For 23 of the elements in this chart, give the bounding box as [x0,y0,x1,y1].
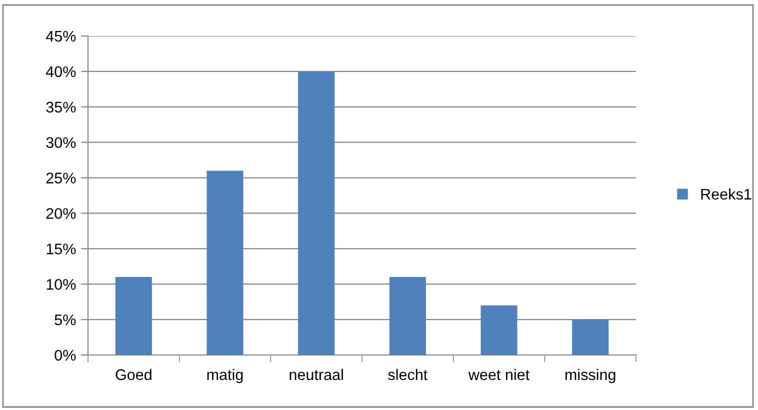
y-tick-label: 35% [46,102,76,113]
y-tick-label: 30% [46,137,76,148]
x-tick-label: neutraal [290,368,343,380]
x-tick-label: slecht [388,368,428,380]
bar [298,71,335,355]
bar [206,170,244,355]
x-tick-label: Goed [116,368,152,380]
y-tick-label: 45% [46,30,76,42]
bar [572,320,609,355]
y-tick-label: 20% [46,208,76,219]
y-tick-label: 40% [46,66,76,78]
bar [389,277,426,355]
legend-label: Reeks1 [701,188,752,200]
y-tick-label: 25% [46,172,76,184]
y-tick-label: 5% [54,314,76,326]
y-tick-label: 10% [46,278,76,290]
x-tick-label: missing [565,368,616,384]
bar [480,305,518,355]
x-tick-label: matig [207,368,243,384]
bar [115,277,152,355]
x-tick-label: weet niet [468,368,530,380]
y-tick-label: 0% [54,350,76,361]
y-tick-label: 15% [46,244,76,254]
